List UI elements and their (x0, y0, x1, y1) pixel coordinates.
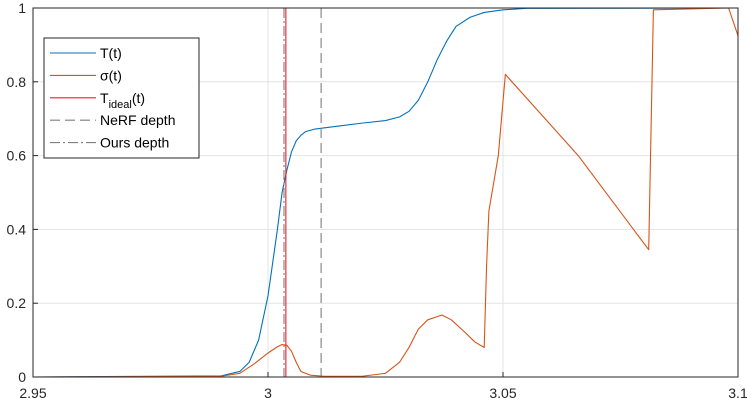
x-tick-label: 3.1 (728, 385, 747, 401)
series-line-1 (32, 7, 739, 378)
legend-label-4: Ours depth (100, 135, 169, 151)
legend-label-main: σ(t) (100, 67, 122, 83)
legend-label-subscript: ideal (109, 99, 132, 111)
y-tick-label: 0.4 (7, 221, 27, 237)
legend-label-1: σ(t) (100, 67, 122, 83)
y-tick-label: 0.6 (7, 148, 27, 164)
axes-box (32, 7, 739, 378)
legend-label-main: T(t) (100, 45, 122, 61)
legend-label-suffix: (t) (132, 90, 145, 106)
legend-label-main: Ours depth (100, 135, 169, 151)
series-line-0 (32, 7, 739, 378)
legend-label-0: T(t) (100, 45, 122, 61)
legend-label-2: Tideal(t) (100, 90, 145, 111)
x-tick-label: 2.95 (19, 385, 46, 401)
x-tick-label: 3 (264, 385, 272, 401)
y-tick-label: 0 (18, 369, 26, 385)
x-tick-label: 3.05 (489, 385, 516, 401)
legend-label-main: T (100, 90, 109, 106)
y-tick-label: 0.8 (7, 74, 27, 90)
legend-label-3: NeRF depth (100, 112, 175, 128)
y-tick-label: 0.2 (7, 295, 27, 311)
y-tick-label: 1 (18, 0, 26, 16)
legend-label-main: NeRF depth (100, 112, 175, 128)
axis-ticks: 2.95 3 3.05 3.1 0 0.2 0.4 0.6 0.8 1 (7, 0, 747, 401)
